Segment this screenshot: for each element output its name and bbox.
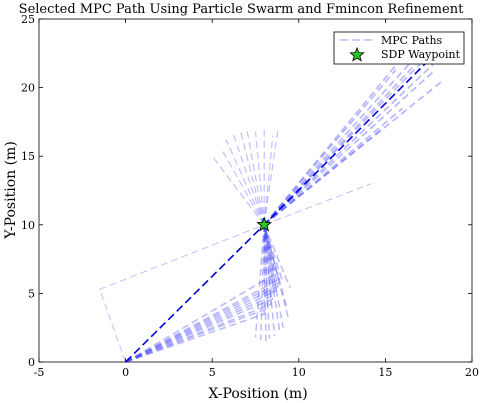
mpc-path-16 xyxy=(254,131,265,225)
legend-entry-sdp-waypoint: SDP Waypoint xyxy=(381,48,461,61)
mpc-path-40 xyxy=(98,224,265,363)
x-tick-label: 10 xyxy=(292,366,306,379)
sdp-waypoint-star-icon xyxy=(256,216,273,232)
mpc-path-30 xyxy=(263,45,413,226)
legend-entry-mpc-paths: MPC Paths xyxy=(381,34,443,47)
mpc-path-8 xyxy=(125,224,283,363)
mpc-path-34 xyxy=(263,70,435,226)
y-tick-label: 10 xyxy=(21,219,35,232)
x-tick-label: 5 xyxy=(209,366,216,379)
y-tick-label: 0 xyxy=(28,356,35,369)
y-tick-label: 5 xyxy=(28,287,35,300)
mpc-path-1 xyxy=(125,224,269,363)
mpc-path-25 xyxy=(263,224,281,332)
y-axis-label: Y-Position (m) xyxy=(3,141,19,240)
mpc-path-9 xyxy=(125,224,276,363)
mpc-path-10 xyxy=(211,155,265,226)
y-tick-label: 25 xyxy=(21,13,35,26)
plot-area xyxy=(38,18,473,363)
mpc-path-0 xyxy=(125,224,266,363)
mpc-path-38 xyxy=(263,80,444,226)
mpc-path-11 xyxy=(220,147,265,226)
mpc-path-35 xyxy=(263,62,418,226)
mpc-path-20 xyxy=(254,224,265,338)
mpc-path-7 xyxy=(125,224,281,363)
mpc-path-12 xyxy=(225,139,265,226)
chart-title: Selected MPC Path Using Particle Swarm a… xyxy=(19,2,464,17)
legend-waypoint-star-icon xyxy=(349,46,365,62)
mpc-path-37 xyxy=(263,128,383,226)
mpc-path-33 xyxy=(263,59,438,226)
mpc-path-4 xyxy=(125,224,276,363)
x-tick-label: -5 xyxy=(34,366,45,379)
legend: MPC Paths SDP Waypoint xyxy=(333,31,465,65)
mpc-path-15 xyxy=(246,128,265,225)
mpc-path-14 xyxy=(239,128,265,225)
mpc-path-36 xyxy=(263,69,397,226)
x-tick-label: 0 xyxy=(122,366,129,379)
mpc-path-19 xyxy=(263,128,279,225)
mpc-path-5 xyxy=(125,224,278,363)
mpc-path-3 xyxy=(125,224,274,363)
mpc-path-6 xyxy=(125,224,279,363)
mpc-path-27 xyxy=(263,224,290,319)
mpc-path-21 xyxy=(259,224,265,341)
mpc-path-23 xyxy=(263,224,271,339)
x-tick-label: 15 xyxy=(378,366,392,379)
mpc-path-22 xyxy=(263,224,267,342)
y-tick-label: 15 xyxy=(21,150,35,163)
x-axis-label: X-Position (m) xyxy=(208,386,307,402)
y-tick-label: 20 xyxy=(21,82,35,95)
mpc-path-13 xyxy=(232,132,265,225)
mpc-path-24 xyxy=(263,224,276,336)
mpc-path-2 xyxy=(125,224,272,363)
mpc-path-31 xyxy=(263,51,421,226)
mpc-path-39 xyxy=(263,107,404,226)
mpc-path-26 xyxy=(263,224,284,328)
mpc-path-41 xyxy=(264,183,372,226)
mpc-path-28 xyxy=(263,224,288,308)
mpc-path-18 xyxy=(263,135,274,225)
mpc-path-29 xyxy=(263,224,291,289)
x-tick-label: 20 xyxy=(465,366,479,379)
